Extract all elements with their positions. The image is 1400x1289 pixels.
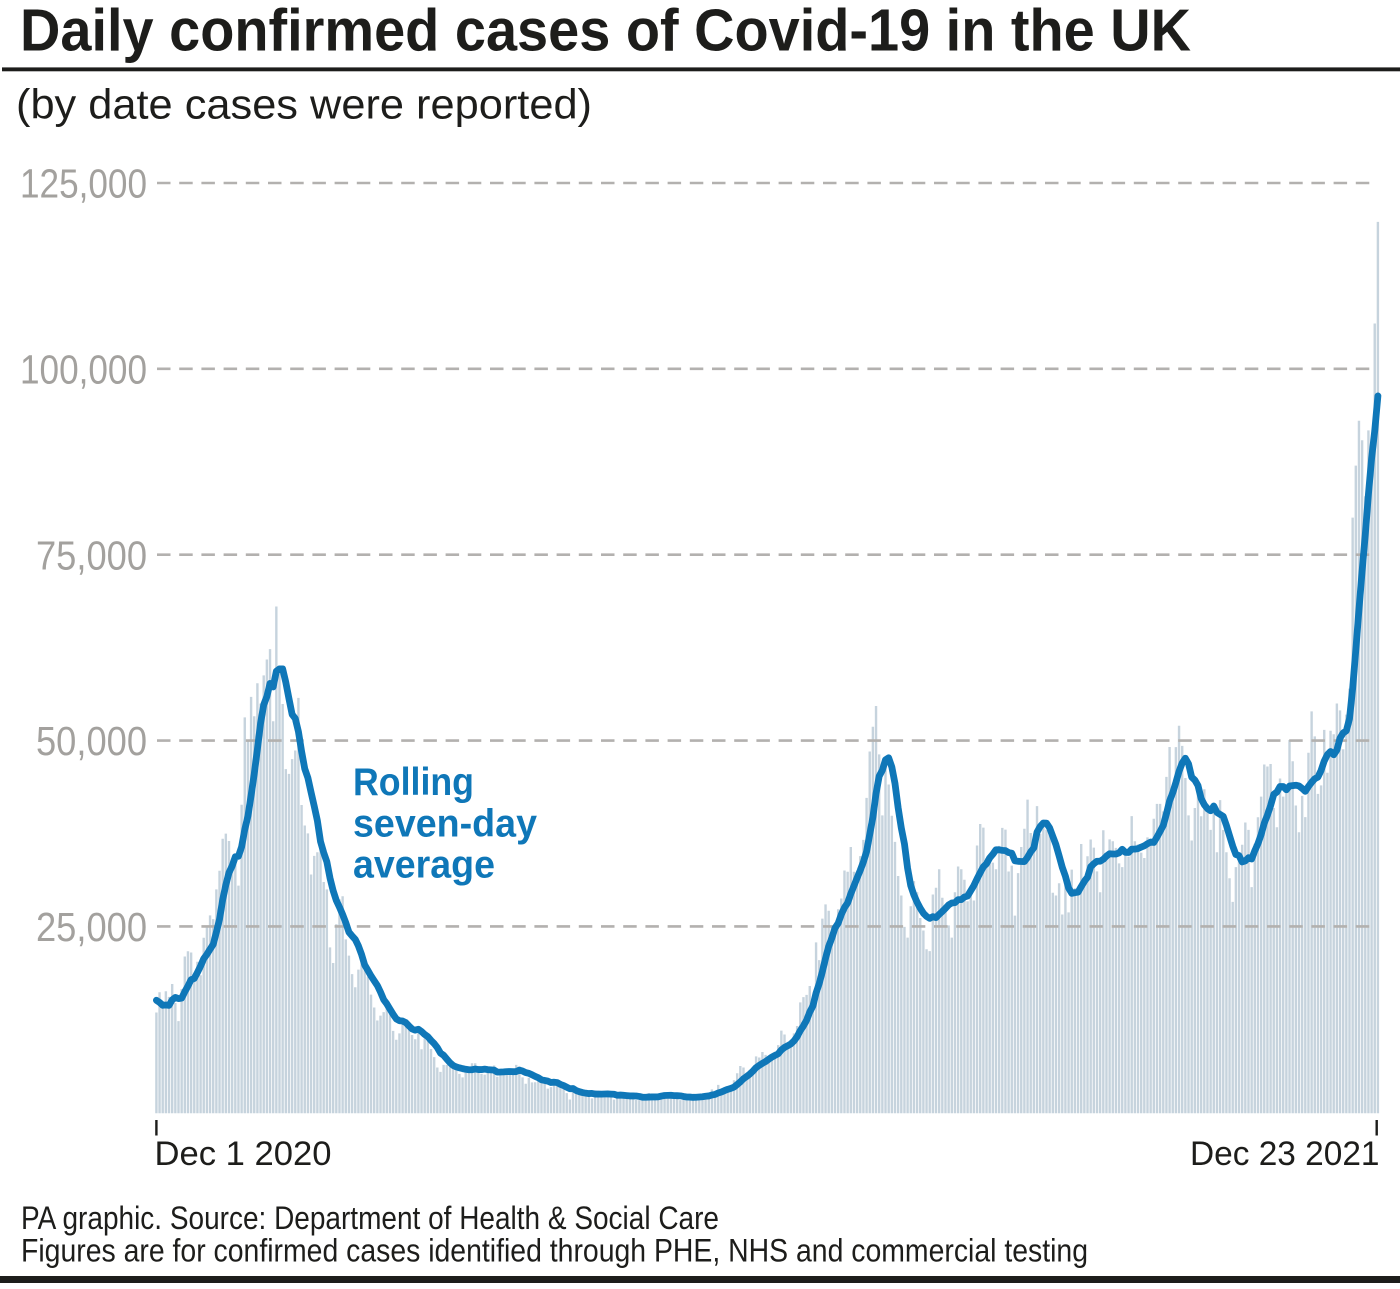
- svg-text:Dec 1 2020: Dec 1 2020: [155, 1135, 332, 1173]
- svg-text:Dec 23 2021: Dec 23 2021: [1190, 1135, 1380, 1173]
- svg-text:average: average: [353, 844, 495, 887]
- svg-text:100,000: 100,000: [20, 347, 147, 393]
- svg-text:Figures are for confirmed case: Figures are for confirmed cases identifi…: [21, 1233, 1088, 1269]
- svg-text:PA graphic. Source: Department: PA graphic. Source: Department of Health…: [21, 1200, 719, 1236]
- svg-text:125,000: 125,000: [20, 161, 147, 207]
- svg-text:25,000: 25,000: [36, 904, 147, 950]
- svg-text:seven-day: seven-day: [353, 802, 537, 845]
- svg-text:75,000: 75,000: [36, 532, 147, 578]
- svg-text:(by date cases were reported): (by date cases were reported): [16, 80, 592, 127]
- svg-text:Rolling: Rolling: [353, 761, 474, 804]
- svg-text:Daily confirmed cases of Covid: Daily confirmed cases of Covid-19 in the…: [20, 0, 1191, 64]
- svg-text:50,000: 50,000: [36, 718, 147, 764]
